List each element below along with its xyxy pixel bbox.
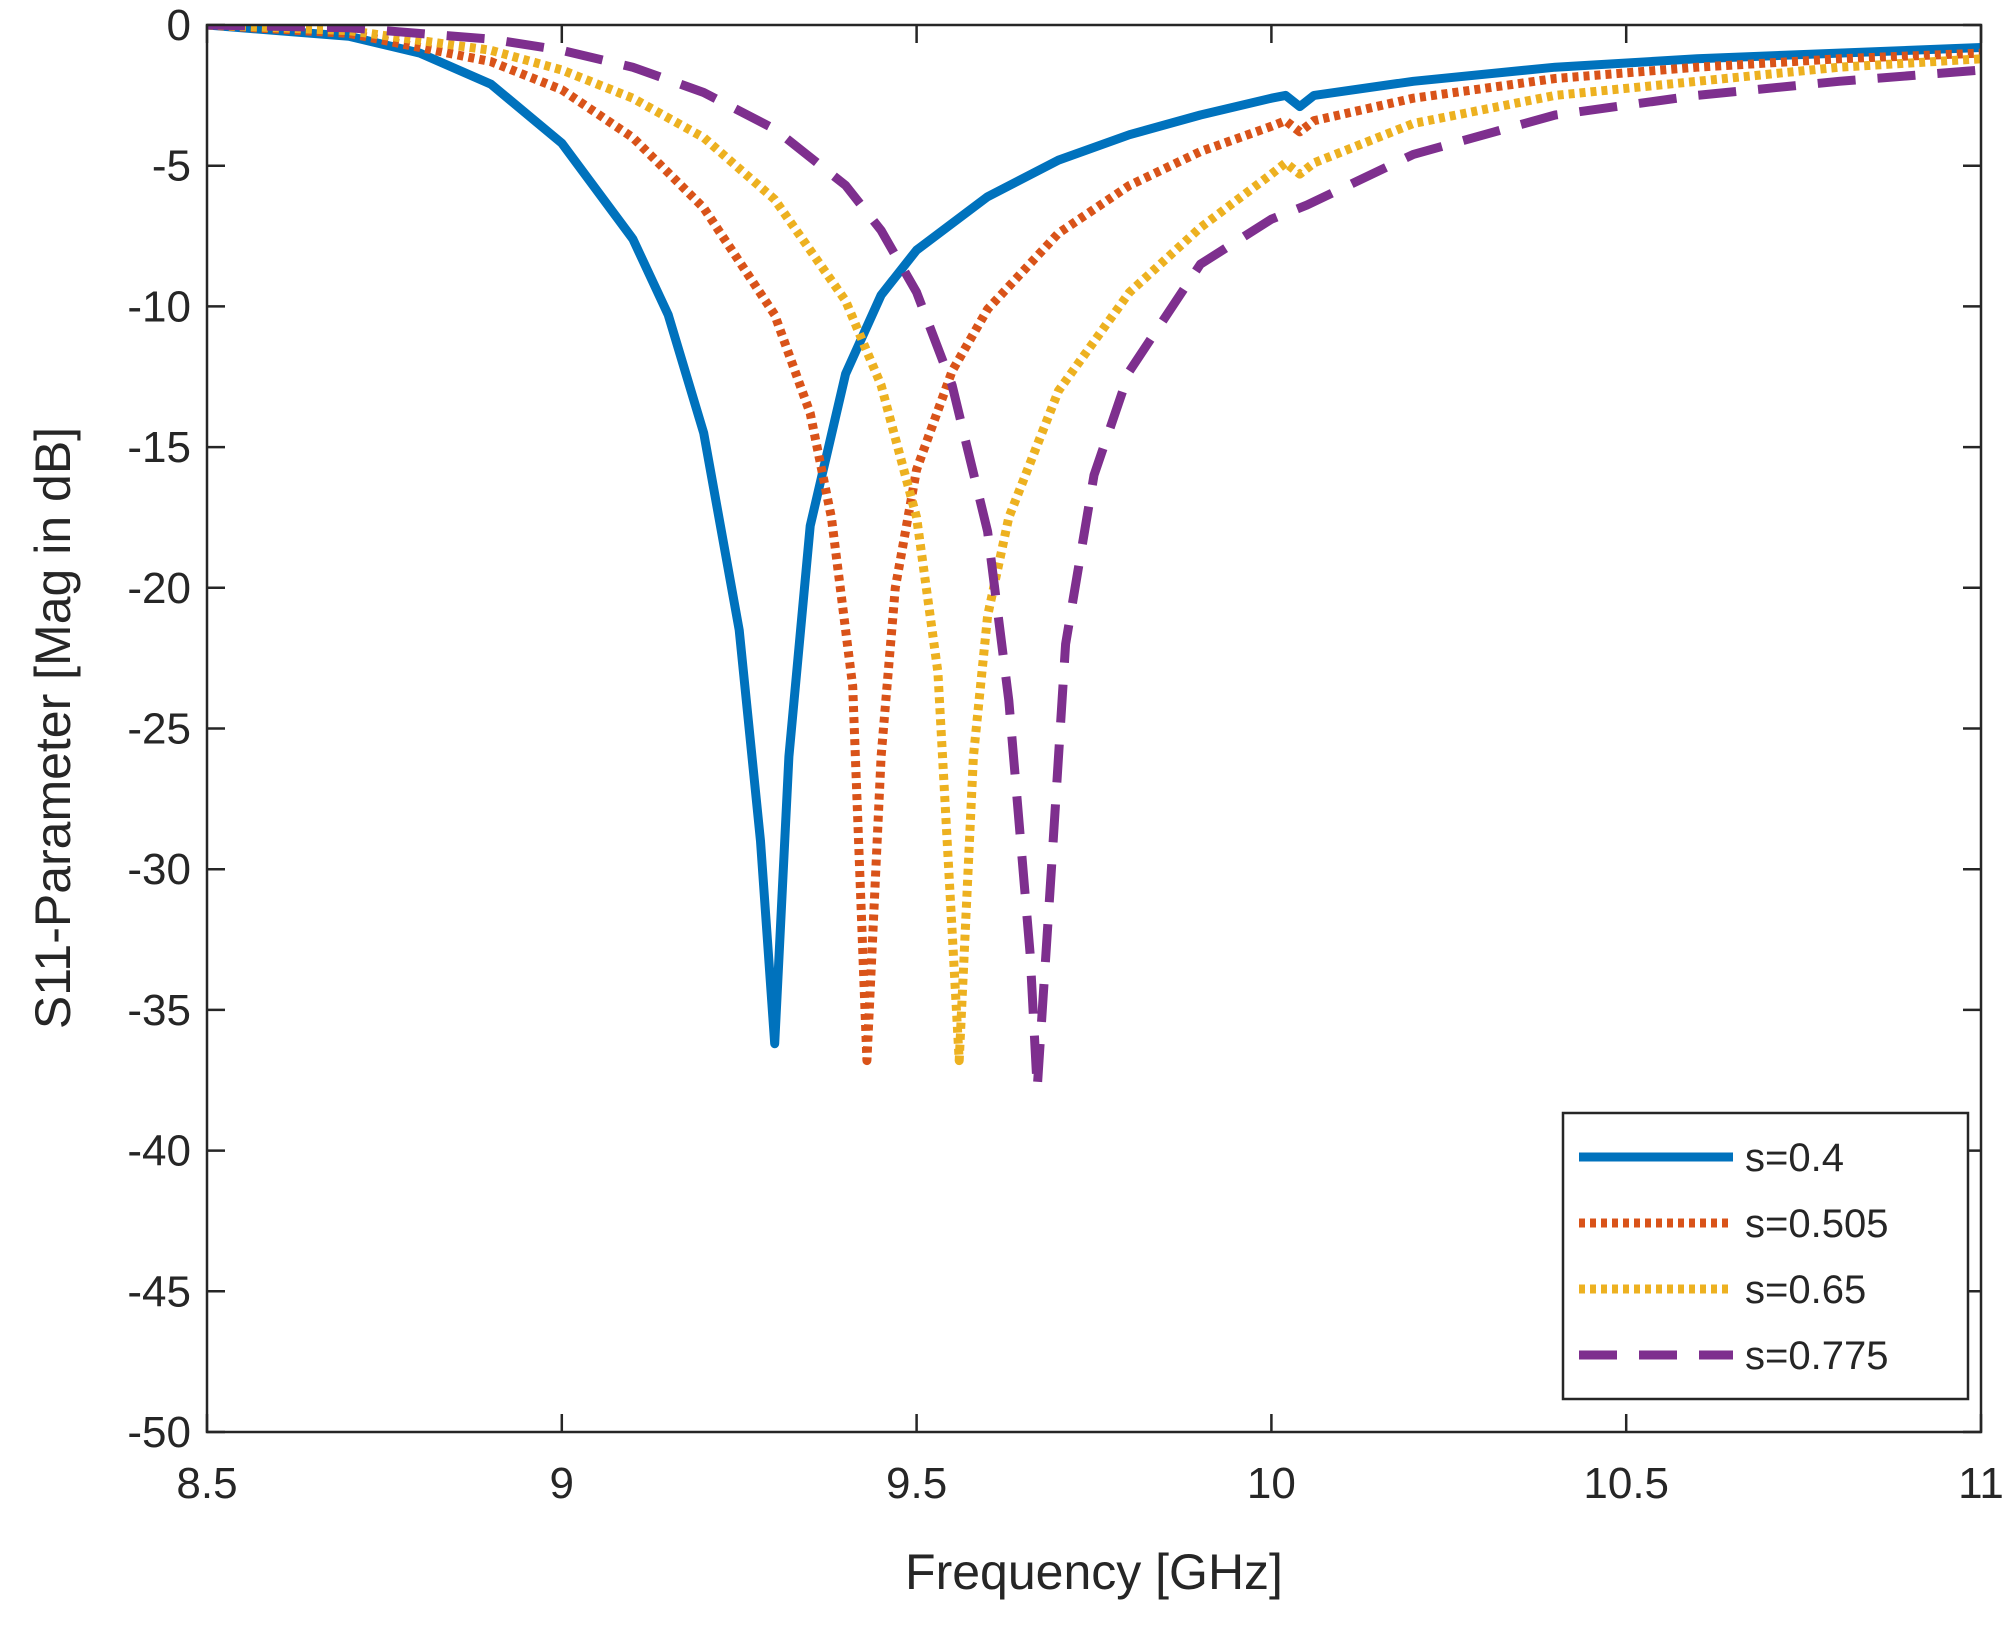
x-tick-label: 10 [1247,1459,1296,1508]
series-line-s-0-4 [207,25,1981,1049]
legend-label: s=0.505 [1745,1202,1888,1246]
y-tick-label: -45 [127,1267,191,1316]
series-line-s-0-65 [207,25,1981,1066]
x-tick-label: 11 [1958,1459,2004,1508]
y-tick-label: -40 [127,1127,191,1176]
y-tick-label: -15 [127,423,191,472]
x-tick-label: 9.5 [886,1459,947,1508]
legend-label: s=0.4 [1745,1136,1844,1180]
y-tick-label: -5 [152,142,191,191]
series-layer [207,25,1981,1094]
series-line-s-0-775 [207,25,1981,1094]
y-tick-label: -20 [127,564,191,613]
legend: s=0.4 s=0.505 s=0.65 s=0.775 [1561,1111,1970,1401]
legend-label: s=0.775 [1745,1334,1888,1378]
x-axis-title: Frequency [GHz] [905,1544,1283,1600]
y-tick-label: 0 [167,1,191,50]
x-tick-label: 9 [550,1459,574,1508]
plot-frame [205,23,1983,1434]
legend-label: s=0.65 [1745,1268,1866,1312]
y-tick-label: -25 [127,705,191,754]
y-tick-label: -10 [127,282,191,331]
y-tick-label: -35 [127,986,191,1035]
x-tick-label: 8.5 [176,1459,237,1508]
y-tick-label: -30 [127,845,191,894]
y-axis-title: S11-Parameter [Mag in dB] [25,427,81,1029]
x-ticks: 8.5 9 9.5 10 10.5 11 [176,25,2004,1508]
y-tick-label: -50 [127,1408,191,1457]
series-line-s-0-505 [207,25,1981,1066]
y-ticks: 0 -5 -10 -15 -20 -25 -30 -35 -40 -45 -50 [127,1,1981,1457]
x-tick-label: 10.5 [1583,1459,1669,1508]
